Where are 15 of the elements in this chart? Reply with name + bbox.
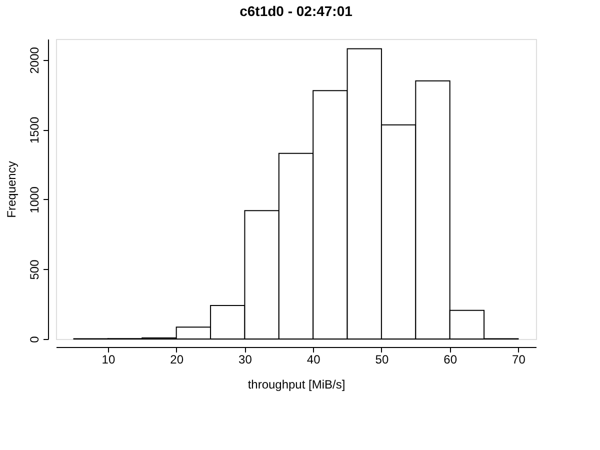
y-tick-label: 0 [28,336,42,343]
x-axis-title: throughput [MiB/s] [248,378,346,392]
x-tick-label: 10 [102,352,116,366]
y-tick-label: 1000 [28,186,42,214]
y-tick-label: 2000 [28,46,42,74]
y-tick-label: 1500 [28,116,42,144]
x-tick-label: 70 [512,352,526,366]
y-axis-title: Frequency [4,161,18,218]
chart-title: c6t1d0 - 02:47:01 [240,3,353,19]
x-tick-label: 50 [375,352,389,366]
x-tick-label: 40 [306,352,321,366]
x-tick-label: 60 [444,352,458,366]
x-tick-label: 30 [238,352,252,366]
y-tick-label: 500 [28,259,42,280]
x-tick-label: 20 [170,352,184,366]
